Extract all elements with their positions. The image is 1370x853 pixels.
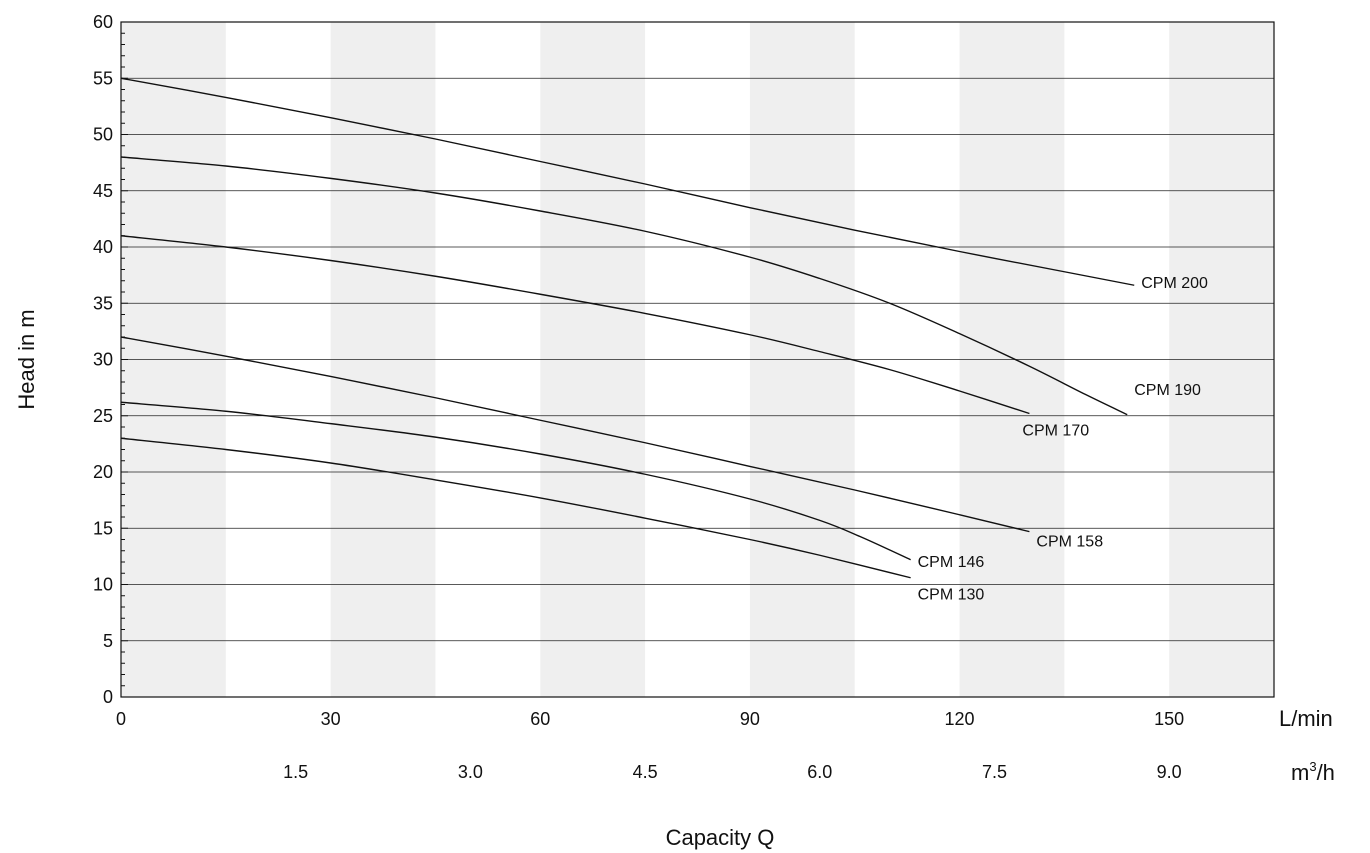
y-tick-label: 60 <box>93 12 113 32</box>
x-tick-label: 90 <box>740 709 760 729</box>
curve-cpm-158 <box>120 336 1030 533</box>
series-label: CPM 170 <box>1022 422 1089 439</box>
series-label: CPM 190 <box>1134 382 1201 399</box>
curve-cpm-170 <box>120 235 1030 415</box>
series-labels: CPM 200 CPM 190 CPM 170 CPM 158 CPM 146 CPM 1… <box>918 275 1208 604</box>
curve-cpm-190 <box>120 156 1128 416</box>
curve-cpm-200 <box>120 77 1135 286</box>
y-tick-label: 55 <box>93 68 113 88</box>
x2-tick-label: 1.5 <box>283 762 308 782</box>
y-tick-label: 5 <box>103 631 113 651</box>
x2-tick-label: 6.0 <box>807 762 832 782</box>
x2-tick-labels: 1.5 3.0 4.5 6.0 7.5 9.0 <box>283 762 1182 782</box>
y-tick-label: 10 <box>93 575 113 595</box>
performance-curves <box>120 77 1135 579</box>
plot-frame <box>120 21 1275 698</box>
curve-cpm-146 <box>120 401 911 561</box>
y-axis-title: Head in m <box>14 309 39 409</box>
x2-tick-label: 9.0 <box>1157 762 1182 782</box>
y-tick-label: 30 <box>93 350 113 370</box>
y-tick-label: 20 <box>93 462 113 482</box>
series-label: CPM 158 <box>1036 534 1103 551</box>
series-label: CPM 130 <box>918 587 985 604</box>
x2-unit-label: m3/h <box>1291 759 1335 785</box>
y-tick-label: 0 <box>103 687 113 707</box>
x2-unit-tail: /h <box>1317 760 1335 785</box>
x-tick-label: 60 <box>530 709 550 729</box>
series-label: CPM 200 <box>1141 275 1208 292</box>
x2-unit-superscript: 3 <box>1309 759 1316 774</box>
x-tick-label: 0 <box>116 709 126 729</box>
x-tick-labels: 0 30 60 90 120 150 <box>116 709 1184 729</box>
y-tick-label: 50 <box>93 125 113 145</box>
x-axis-title: Capacity Q <box>666 825 775 850</box>
y-tick-label: 35 <box>93 293 113 313</box>
y-tick-label: 45 <box>93 181 113 201</box>
y-tick-label: 25 <box>93 406 113 426</box>
series-label: CPM 146 <box>918 554 985 571</box>
y-tick-label: 40 <box>93 237 113 257</box>
x-unit-label: L/min <box>1279 706 1333 731</box>
x-tick-label: 30 <box>321 709 341 729</box>
y-tick-labels: 0 5 10 15 20 25 30 35 40 45 50 55 60 <box>93 12 113 707</box>
x2-tick-label: 3.0 <box>458 762 483 782</box>
x2-tick-label: 4.5 <box>633 762 658 782</box>
x-tick-label: 150 <box>1154 709 1184 729</box>
x-tick-label: 120 <box>945 709 975 729</box>
horizontal-gridlines <box>121 77 1274 642</box>
x2-unit-base: m <box>1291 760 1309 785</box>
curve-cpm-130 <box>120 437 911 579</box>
y-tick-label: 15 <box>93 518 113 538</box>
x2-tick-label: 7.5 <box>982 762 1007 782</box>
